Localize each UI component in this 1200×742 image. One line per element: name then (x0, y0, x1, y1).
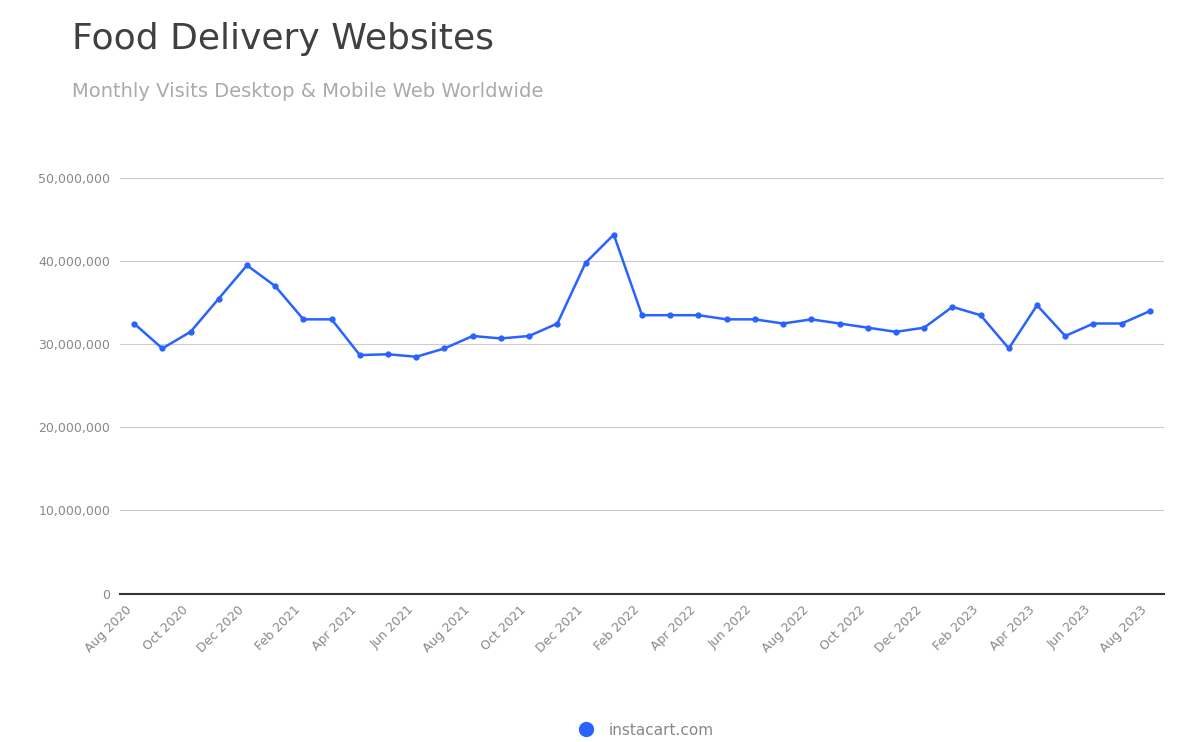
Legend: instacart.com: instacart.com (564, 717, 720, 742)
Text: Food Delivery Websites: Food Delivery Websites (72, 22, 494, 56)
Text: Monthly Visits Desktop & Mobile Web Worldwide: Monthly Visits Desktop & Mobile Web Worl… (72, 82, 544, 101)
